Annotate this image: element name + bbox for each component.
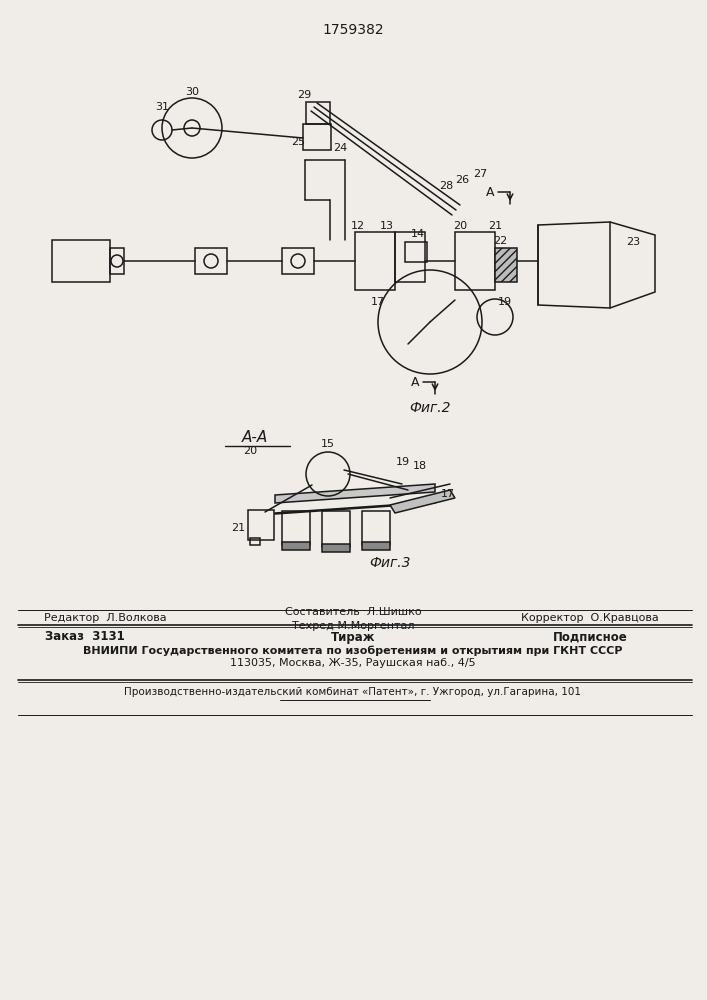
Bar bbox=[195, 248, 227, 274]
Text: Фиг.2: Фиг.2 bbox=[409, 401, 451, 415]
Bar bbox=[322, 511, 350, 547]
Text: 28: 28 bbox=[439, 181, 453, 191]
Bar bbox=[362, 511, 390, 545]
Text: 15: 15 bbox=[321, 439, 335, 449]
Text: Подписное: Подписное bbox=[553, 631, 627, 644]
Text: 31: 31 bbox=[155, 102, 169, 112]
Text: 29: 29 bbox=[297, 90, 311, 100]
Text: 17: 17 bbox=[371, 297, 385, 307]
Bar bbox=[395, 232, 425, 282]
Text: 13: 13 bbox=[380, 221, 394, 231]
Bar bbox=[282, 542, 310, 550]
Text: Фиг.3: Фиг.3 bbox=[369, 556, 411, 570]
Text: 14: 14 bbox=[411, 229, 425, 239]
Text: 23: 23 bbox=[626, 237, 640, 247]
Text: A-A: A-A bbox=[242, 430, 268, 446]
Text: Заказ  3131: Заказ 3131 bbox=[45, 631, 125, 644]
Text: 18: 18 bbox=[413, 461, 427, 471]
Text: Техред М.Моргентал: Техред М.Моргентал bbox=[292, 621, 414, 631]
Bar bbox=[282, 511, 310, 545]
Bar bbox=[110, 248, 124, 274]
Text: 30: 30 bbox=[185, 87, 199, 97]
Bar bbox=[355, 232, 395, 290]
Text: 21: 21 bbox=[488, 221, 502, 231]
Text: A: A bbox=[486, 186, 494, 198]
Text: 19: 19 bbox=[498, 297, 512, 307]
Bar bbox=[362, 542, 390, 550]
Bar bbox=[495, 248, 517, 282]
Polygon shape bbox=[275, 502, 435, 514]
Text: 113035, Москва, Ж-35, Раушская наб., 4/5: 113035, Москва, Ж-35, Раушская наб., 4/5 bbox=[230, 658, 476, 668]
Text: 26: 26 bbox=[455, 175, 469, 185]
Text: 20: 20 bbox=[453, 221, 467, 231]
Bar bbox=[306, 102, 330, 124]
Text: 27: 27 bbox=[473, 169, 487, 179]
Text: ВНИИПИ Государственного комитета по изобретениям и открытиям при ГКНТ СССР: ВНИИПИ Государственного комитета по изоб… bbox=[83, 646, 623, 656]
Text: A: A bbox=[411, 375, 419, 388]
Bar bbox=[248, 510, 274, 540]
Bar bbox=[455, 232, 495, 290]
Bar bbox=[322, 544, 350, 552]
Text: 24: 24 bbox=[333, 143, 347, 153]
Text: 21: 21 bbox=[231, 523, 245, 533]
Text: 17: 17 bbox=[441, 489, 455, 499]
Text: Корректор  О.Кравцова: Корректор О.Кравцова bbox=[521, 613, 659, 623]
Text: 12: 12 bbox=[351, 221, 365, 231]
Bar bbox=[52, 240, 110, 282]
Bar bbox=[250, 538, 260, 545]
Text: Составитель  Л.Шишко: Составитель Л.Шишко bbox=[285, 607, 421, 617]
Bar bbox=[282, 248, 314, 274]
Text: 22: 22 bbox=[493, 236, 507, 246]
Text: Редактор  Л.Волкова: Редактор Л.Волкова bbox=[44, 613, 166, 623]
Bar bbox=[405, 242, 427, 262]
Polygon shape bbox=[390, 490, 455, 513]
Text: 25: 25 bbox=[291, 137, 305, 147]
Text: Производственно-издательский комбинат «Патент», г. Ужгород, ул.Гагарина, 101: Производственно-издательский комбинат «П… bbox=[124, 687, 581, 697]
Text: Тираж: Тираж bbox=[331, 631, 375, 644]
Bar bbox=[303, 124, 331, 150]
Polygon shape bbox=[275, 484, 435, 503]
Text: 19: 19 bbox=[396, 457, 410, 467]
Text: 1759382: 1759382 bbox=[322, 23, 384, 37]
Text: 20: 20 bbox=[243, 446, 257, 456]
